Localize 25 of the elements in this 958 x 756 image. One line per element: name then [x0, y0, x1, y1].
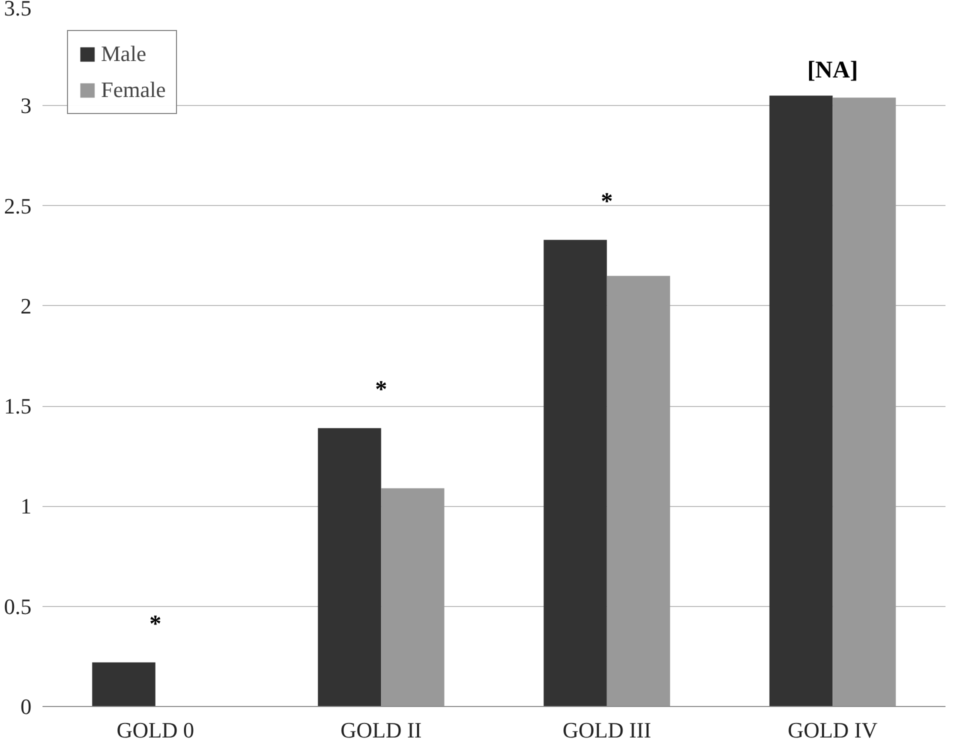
x-tick-label: GOLD III	[562, 718, 652, 742]
bar	[318, 428, 382, 706]
y-tick-label: 1	[20, 494, 32, 519]
annotation: *	[600, 188, 613, 215]
bar	[92, 662, 156, 706]
annotation: *	[375, 377, 388, 404]
bar	[544, 240, 607, 706]
y-tick-label: 0	[20, 694, 32, 719]
y-tick-label: 0.5	[4, 594, 32, 619]
x-tick-label: GOLD 0	[116, 718, 194, 742]
y-tick-label: 2	[20, 293, 32, 318]
bar	[832, 98, 896, 706]
bar	[769, 96, 833, 706]
y-tick-label: 3.5	[4, 0, 32, 20]
x-tick-label: GOLD II	[340, 718, 422, 742]
bar	[381, 488, 444, 706]
y-tick-label: 1.5	[4, 394, 32, 419]
annotation: [NA]	[807, 58, 858, 84]
legend-label: Male	[101, 41, 146, 67]
y-tick-label: 3	[20, 93, 32, 118]
annotation: *	[149, 611, 162, 638]
legend-label: Female	[101, 77, 166, 103]
x-tick-label: GOLD IV	[788, 718, 878, 742]
y-tick-label: 2.5	[4, 193, 32, 218]
bar	[606, 276, 670, 706]
